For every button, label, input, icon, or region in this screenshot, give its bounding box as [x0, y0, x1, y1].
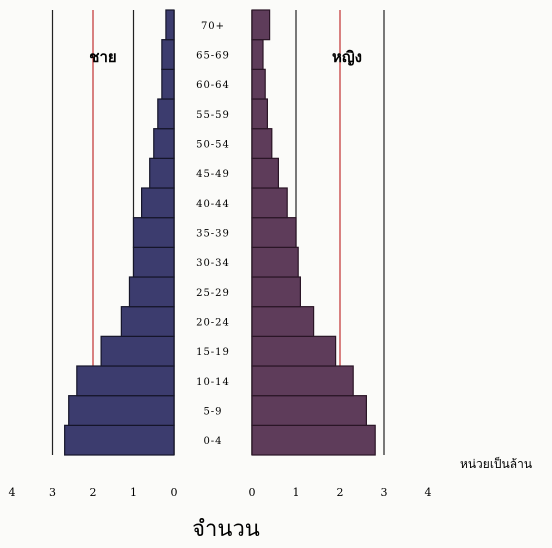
- female-bar: [251, 68, 266, 100]
- tick-label: 3: [381, 486, 388, 499]
- age-group-label: 35-39: [196, 229, 230, 240]
- female-bar: [251, 246, 299, 278]
- unit-label: หน่วยเป็นล้าน: [460, 456, 532, 471]
- age-group-label: 55-59: [196, 110, 230, 121]
- x-tick-labels: 4 3 2 1 0 0 1 2 3 4: [9, 486, 432, 499]
- tick-label: 0: [171, 486, 178, 499]
- tick-label: 3: [49, 486, 56, 499]
- male-bar: [64, 424, 175, 456]
- female-bar: [251, 365, 354, 397]
- tick-label: 4: [9, 486, 16, 499]
- male-bar: [161, 39, 175, 70]
- age-group-label: 10-14: [196, 377, 230, 388]
- x-axis-title: จำนวน: [192, 517, 260, 542]
- age-group-label: 20-24: [196, 318, 230, 329]
- male-bar: [132, 246, 175, 278]
- age-group-label: 5-9: [203, 407, 222, 418]
- male-bar: [161, 68, 175, 100]
- female-bar: [251, 39, 264, 70]
- legend-male-label: ชาย: [89, 48, 116, 66]
- female-bar: [251, 306, 315, 337]
- tick-label: 0: [249, 486, 256, 499]
- age-group-label: 30-34: [196, 258, 230, 269]
- female-bar: [251, 157, 279, 189]
- age-group-label: 65-69: [196, 51, 230, 62]
- female-bar: [251, 424, 376, 456]
- tick-label: 2: [337, 486, 344, 499]
- female-bar: [251, 9, 271, 41]
- male-bar: [141, 187, 175, 219]
- female-bar: [251, 276, 302, 308]
- age-group-label: 15-19: [196, 347, 230, 358]
- female-bar: [251, 335, 337, 367]
- male-bar: [153, 128, 175, 159]
- legend-female-label: หญิง: [332, 48, 362, 66]
- male-bar: [128, 276, 175, 308]
- male-bar: [100, 335, 175, 367]
- female-bar: [251, 395, 368, 426]
- age-group-label: 60-64: [196, 80, 230, 91]
- age-group-label: 40-44: [196, 199, 230, 210]
- age-group-label: 25-29: [196, 288, 230, 299]
- tick-label: 1: [130, 486, 137, 499]
- male-bar: [120, 306, 175, 337]
- female-bar: [251, 98, 268, 130]
- age-group-label: 0-4: [203, 436, 222, 447]
- female-bars: [251, 9, 376, 456]
- female-bar: [251, 128, 273, 159]
- age-group-labels: 0-4 5-9 10-14 15-19 20-24 25-29 30-34 35-39 40-4…: [196, 21, 230, 447]
- female-bar: [251, 217, 297, 248]
- male-bar: [132, 217, 175, 248]
- female-bar: [251, 187, 288, 219]
- tick-label: 2: [90, 486, 97, 499]
- male-bar: [165, 9, 175, 41]
- male-bar: [76, 365, 175, 397]
- tick-label: 1: [293, 486, 300, 499]
- male-bar: [68, 395, 175, 426]
- male-bar: [157, 98, 175, 130]
- age-group-label: 70+: [201, 21, 225, 32]
- male-bar: [149, 157, 175, 189]
- age-group-label: 50-54: [196, 140, 230, 151]
- age-group-label: 45-49: [196, 169, 230, 180]
- tick-label: 4: [425, 486, 432, 499]
- male-bars: [64, 9, 175, 456]
